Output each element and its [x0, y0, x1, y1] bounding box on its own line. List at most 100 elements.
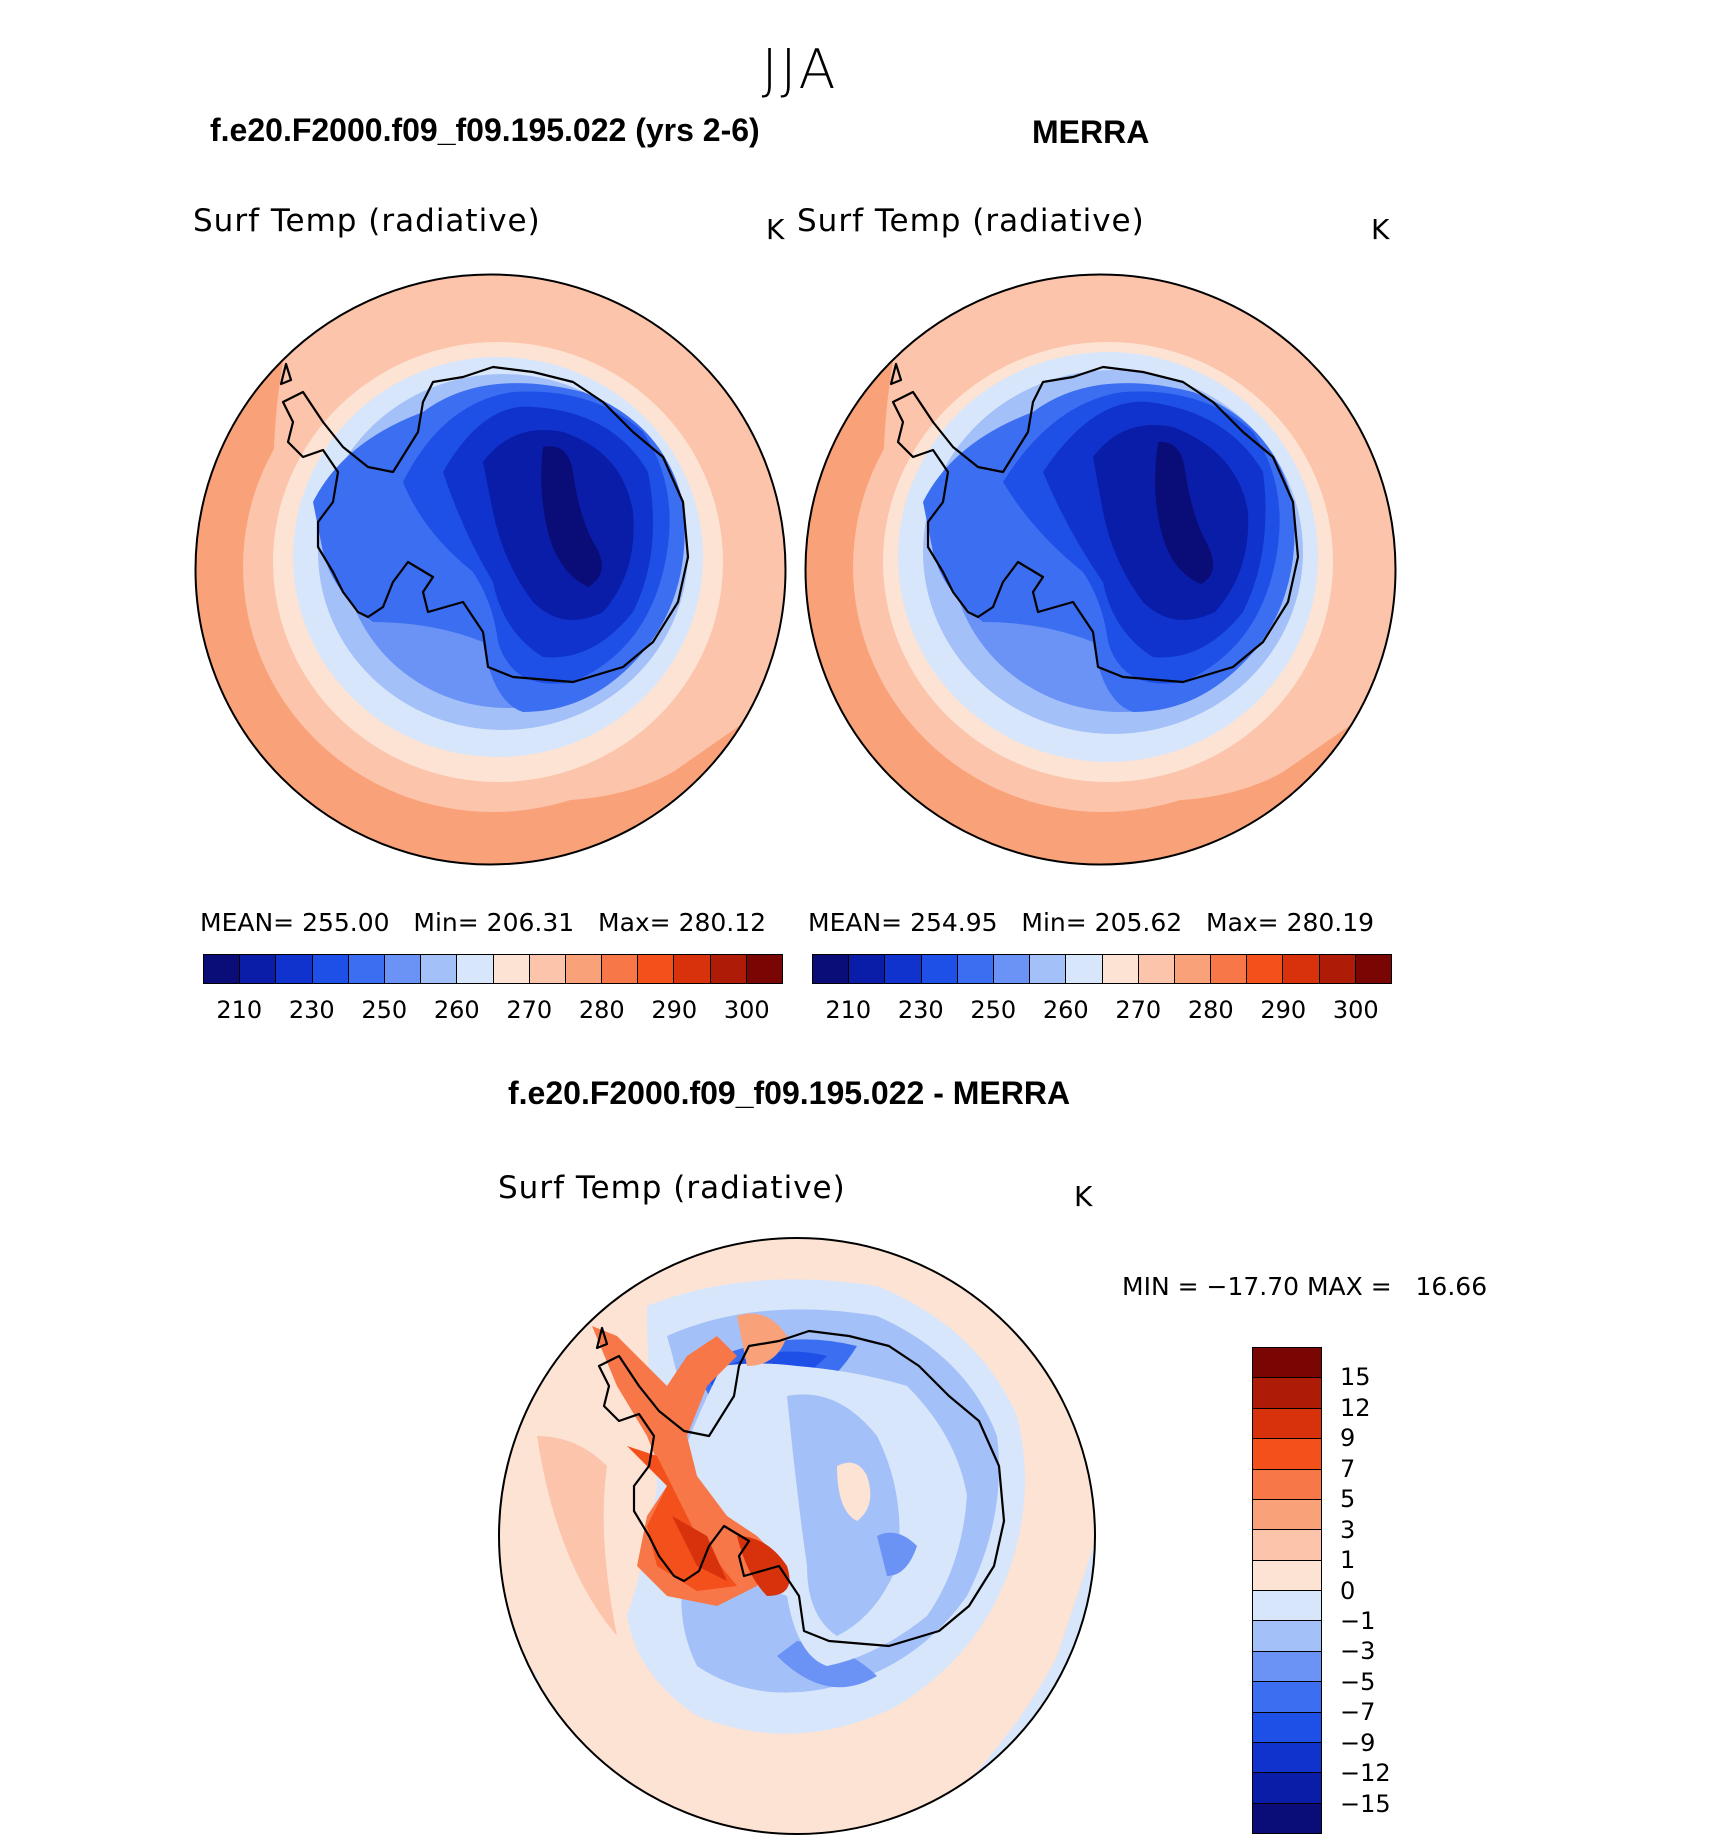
colorbar-swatch — [1319, 955, 1356, 983]
colorbar-swatch — [1102, 955, 1139, 983]
colorbar-swatch — [565, 955, 603, 983]
merra-stats: MEAN= 254.95 Min= 205.62 Max= 280.19 — [808, 908, 1374, 937]
colorbar-swatch — [921, 955, 958, 983]
colorbar-tick-label: 300 — [723, 996, 770, 1024]
max-value: 280.12 — [678, 908, 767, 937]
colorbar-swatch — [1253, 1469, 1321, 1500]
colorbar-label: 3 — [1340, 1515, 1356, 1544]
colorbar-label: −15 — [1340, 1789, 1391, 1818]
colorbar-label: −9 — [1340, 1728, 1376, 1757]
colorbar-swatch — [276, 955, 313, 983]
colorbar-swatch — [348, 955, 385, 983]
colorbar-swatch — [1283, 955, 1320, 983]
colorbar-swatch — [957, 955, 994, 983]
colorbar-swatch — [1253, 1712, 1321, 1743]
colorbar-swatch — [1211, 955, 1248, 983]
max-label: MAX = — [1306, 1272, 1392, 1301]
colorbar-swatch — [1253, 1530, 1321, 1561]
mean-value: 255.00 — [302, 908, 390, 937]
colorbar-swatch — [1253, 1560, 1321, 1591]
diff-panel-title: f.e20.F2000.f09_f09.195.022 - MERRA — [508, 1075, 1071, 1111]
colorbar-swatch — [1253, 1378, 1321, 1409]
colorbar-swatch — [1174, 955, 1212, 983]
season-title: JJA — [761, 38, 839, 101]
colorbar-swatch — [1247, 955, 1284, 983]
min-label: Min= — [413, 908, 479, 937]
mean-label: MEAN= — [808, 908, 903, 937]
diff-colorbar — [1252, 1347, 1322, 1834]
colorbar-tick-label: 250 — [361, 996, 408, 1024]
colorbar-swatch — [240, 955, 277, 983]
colorbar-tick-label: 270 — [506, 996, 553, 1024]
merra-unit-label: K — [1371, 213, 1390, 246]
colorbar-swatch — [384, 955, 422, 983]
colorbar-tick-label: 210 — [825, 996, 872, 1024]
diff-colorbar-labels: 15 12 9 7 5 3 1 0 −1 −3 −5 −7 −9 −12 −15 — [1340, 1347, 1420, 1834]
colorbar-swatch — [457, 955, 494, 983]
colorbar-label: −7 — [1340, 1698, 1376, 1727]
min-value: 205.62 — [1094, 908, 1183, 937]
colorbar-tick-label: 300 — [1332, 996, 1379, 1024]
colorbar-swatch — [1253, 1591, 1321, 1622]
merra-polar-map — [804, 273, 1397, 866]
colorbar-swatch — [1253, 1499, 1321, 1531]
colorbar-swatch — [710, 955, 747, 983]
colorbar-swatch — [529, 955, 566, 983]
colorbar-swatch — [1253, 1773, 1321, 1804]
colorbar-tick-label: 270 — [1115, 996, 1162, 1024]
diff-unit-label: K — [1074, 1180, 1093, 1213]
colorbar-tick-label: 230 — [897, 996, 944, 1024]
merra-variable-label: Surf Temp (radiative) — [797, 203, 1145, 239]
max-value: 280.19 — [1286, 908, 1375, 937]
model-polar-map — [194, 273, 787, 866]
colorbar-swatch — [1253, 1408, 1321, 1440]
merra-colorbar-ticks: 210 230 250 260 270 280 290 300 — [812, 996, 1392, 1026]
colorbar-label: 12 — [1340, 1393, 1371, 1422]
min-label: MIN = — [1122, 1272, 1199, 1301]
diff-stats: MIN = −17.70 MAX = 16.66 — [1122, 1272, 1487, 1301]
colorbar-swatch — [1066, 955, 1103, 983]
colorbar-label: 15 — [1340, 1363, 1371, 1392]
colorbar-label: −3 — [1340, 1637, 1376, 1666]
colorbar-swatch — [1253, 1651, 1321, 1683]
colorbar-swatch — [1355, 955, 1391, 983]
colorbar-swatch — [493, 955, 530, 983]
colorbar-swatch — [638, 955, 675, 983]
colorbar-swatch — [602, 955, 639, 983]
colorbar-swatch — [312, 955, 349, 983]
model-stats: MEAN= 255.00 Min= 206.31 Max= 280.12 — [200, 908, 766, 937]
colorbar-swatch — [1253, 1348, 1321, 1379]
colorbar-tick-label: 230 — [288, 996, 335, 1024]
colorbar-swatch — [1253, 1439, 1321, 1470]
colorbar-swatch — [1253, 1803, 1321, 1833]
colorbar-swatch — [1138, 955, 1175, 983]
min-value: 206.31 — [486, 908, 575, 937]
max-value: 16.66 — [1415, 1272, 1488, 1301]
colorbar-swatch — [813, 955, 850, 983]
colorbar-swatch — [1253, 1742, 1321, 1774]
colorbar-swatch — [885, 955, 922, 983]
colorbar-label: 7 — [1340, 1454, 1356, 1483]
colorbar-tick-label: 260 — [433, 996, 480, 1024]
colorbar-label: 1 — [1340, 1546, 1356, 1575]
colorbar-swatch — [1030, 955, 1067, 983]
colorbar-tick-label: 260 — [1042, 996, 1089, 1024]
colorbar-label: −5 — [1340, 1667, 1376, 1696]
colorbar-label: 5 — [1340, 1485, 1356, 1514]
colorbar-swatch — [1253, 1621, 1321, 1652]
diff-variable-label: Surf Temp (radiative) — [498, 1170, 846, 1206]
model-colorbar — [203, 954, 783, 984]
colorbar-swatch — [849, 955, 886, 983]
colorbar-tick-label: 250 — [970, 996, 1017, 1024]
colorbar-swatch — [421, 955, 458, 983]
colorbar-swatch — [746, 955, 782, 983]
max-label: Max= — [598, 908, 671, 937]
merra-colorbar — [812, 954, 1392, 984]
colorbar-swatch — [1253, 1682, 1321, 1713]
model-panel-title: f.e20.F2000.f09_f09.195.022 (yrs 2-6) — [210, 112, 760, 148]
diff-polar-map — [498, 1237, 1096, 1835]
colorbar-swatch — [204, 955, 241, 983]
colorbar-tick-label: 280 — [1187, 996, 1234, 1024]
mean-value: 254.95 — [910, 908, 998, 937]
merra-panel-title: MERRA — [1032, 114, 1150, 150]
